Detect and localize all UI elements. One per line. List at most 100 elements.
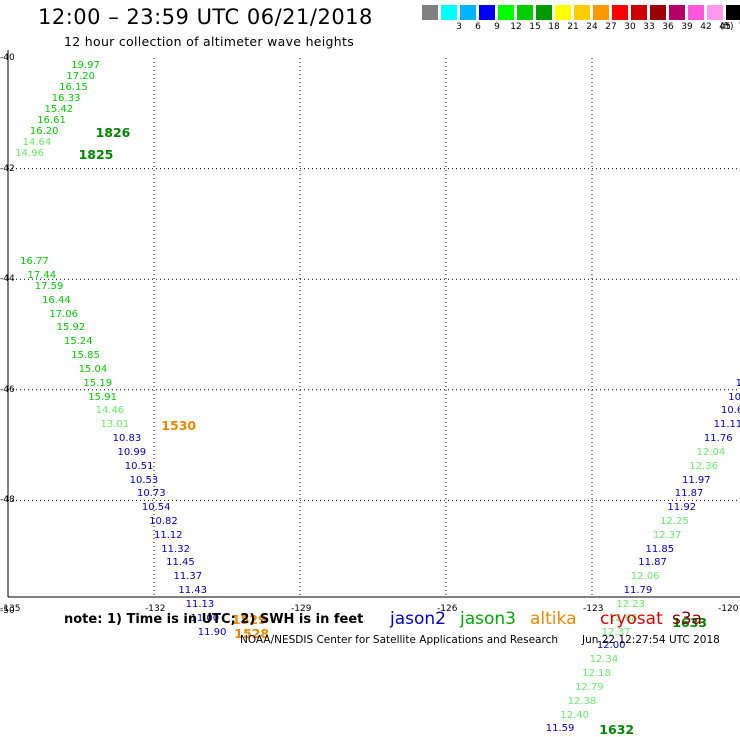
latitude-tick-label: -46: [0, 384, 15, 395]
wave-height-value: 11.11: [713, 419, 740, 431]
pass-time-label: 1528: [234, 625, 270, 641]
wave-height-value: 11.13: [185, 598, 215, 610]
wave-height-value: 11.76: [703, 433, 733, 445]
wave-height-value: 13.01: [100, 419, 130, 431]
wave-height-value: 12.36: [689, 460, 718, 472]
wave-height-value: 10.82: [149, 515, 178, 527]
colorbar-tick-label: 21: [567, 22, 579, 32]
colorbar-tick-label: 3: [456, 22, 462, 32]
wave-height-value: 11.43: [178, 585, 207, 597]
wave-height-value: 11.12: [154, 529, 183, 541]
pass-time-label: 1530: [161, 418, 197, 434]
wave-height-value: 17.44: [27, 269, 57, 281]
wave-height-value: 12.06: [630, 571, 660, 583]
latitude-tick-label: -42: [0, 163, 15, 174]
wave-height-value: 11.37: [173, 571, 203, 583]
longitude-tick-label: -123: [583, 604, 604, 614]
colorbar-swatch: [517, 5, 533, 20]
wave-height-value: 11.59: [545, 723, 575, 735]
colorbar-tick-label: 24: [586, 22, 598, 32]
colorbar-swatch: [650, 5, 666, 20]
map-title: 12:00 – 23:59 UTC 06/21/2018: [38, 5, 373, 29]
colorbar-swatch: [422, 5, 438, 20]
colorbar-tick-label: 70: [734, 22, 740, 32]
wave-height-value: 15.19: [83, 377, 113, 389]
legend-cryosat: cryosat: [600, 609, 663, 629]
wave-height-value: 12.18: [582, 668, 611, 680]
legend-jason2: jason2: [390, 609, 446, 629]
wave-height-value: 12.38: [567, 695, 597, 707]
wave-height-value: 11.79: [623, 585, 653, 597]
wave-height-value: 11.92: [667, 502, 697, 514]
colorbar-swatch: [669, 5, 685, 20]
colorbar-swatch: [688, 5, 704, 20]
wave-height-value: 12.25: [660, 515, 689, 527]
wave-height-value: 10.66: [720, 405, 740, 417]
colorbar-tick-label: 39: [681, 22, 693, 32]
colorbar-tick-label: 12: [510, 22, 522, 32]
map-subtitle: 12 hour collection of altimeter wave hei…: [64, 34, 355, 49]
colorbar-swatch: [574, 5, 590, 20]
wave-height-value: 19.97: [71, 59, 100, 71]
wave-height-value: 17.06: [49, 308, 78, 320]
wave-height-value: 11.85: [645, 543, 675, 555]
timestamp-footer: Jun 22 12:27:54 UTC 2018: [582, 634, 720, 646]
wave-height-value: 12.40: [560, 709, 589, 721]
colorbar-tick-label: 18: [548, 22, 560, 32]
colorbar-swatch: [631, 5, 647, 20]
colorbar-swatch: [498, 5, 514, 20]
map-grid: [7, 50, 740, 598]
wave-height-value: 11.45: [166, 557, 195, 569]
longitude-tick-label: -129: [291, 604, 312, 614]
colorbar-tick-label: 33: [643, 22, 655, 32]
latitude-tick-label: -40: [0, 53, 15, 63]
wave-height-value: 11.87: [674, 488, 704, 500]
colorbar-tick-label: 36: [662, 22, 674, 32]
wave-height-value: 16.20: [29, 126, 59, 138]
wave-height-value: 10.53: [129, 474, 159, 486]
wave-height-value: 12.00: [596, 640, 626, 652]
wave-height-value: 14.46: [95, 405, 125, 417]
colorbar-swatch: [593, 5, 609, 20]
colorbar-swatch: [441, 5, 457, 20]
wave-height-value: 15.42: [44, 104, 74, 115]
colorbar-swatch: [612, 5, 628, 20]
pass-time-label: 1633: [672, 614, 708, 630]
wave-height-value: 16.33: [51, 92, 81, 104]
latitude-tick-label: -50: [0, 606, 15, 616]
colorbar-swatch: [707, 5, 723, 20]
colorbar-swatch: [479, 5, 495, 20]
colorbar-tick-label: 15: [529, 22, 541, 32]
colorbar-swatch: [460, 5, 476, 20]
wave-height-value: 15.85: [71, 350, 100, 362]
colorbar-tick-label: 9: [494, 22, 500, 32]
wave-height-value: 17.20: [66, 70, 96, 82]
colorbar-swatch: [555, 5, 571, 20]
units-note: note: 1) Time is in UTC; 2) SWH is in fe…: [64, 612, 364, 627]
wave-height-value: 12.04: [696, 446, 726, 458]
wave-height-value: 10.99: [117, 446, 147, 458]
latitude-tick-label: -44: [0, 274, 15, 285]
pass-time-label: 1825: [78, 147, 114, 163]
colorbar-tick-label: 27: [605, 22, 617, 32]
colorbar-tick-label: 6: [475, 22, 481, 32]
longitude-tick-label: -135: [0, 604, 21, 614]
colorbar-tick-label: 45: [719, 22, 731, 32]
colorbar-swatch: [726, 5, 740, 20]
wave-height-value: 12.34: [589, 654, 619, 666]
wave-height-value: 17.59: [34, 280, 64, 292]
longitude-tick-label: -132: [145, 604, 166, 614]
wave-height-value: 11.: [735, 377, 740, 389]
wave-height-value: 12.23: [616, 598, 645, 610]
pass-time-label: 1632: [599, 722, 635, 737]
colorbar-swatch: [536, 5, 552, 20]
wave-height-value: 15.92: [56, 322, 86, 334]
legend-altika: altika: [530, 609, 577, 629]
wave-height-value: 15.91: [88, 391, 117, 403]
longitude-tick-label: -120: [718, 604, 739, 614]
wave-height-value: 16.61: [37, 115, 66, 127]
wave-height-value: 11.32: [161, 543, 190, 555]
colorbar-unit: (ft): [720, 22, 734, 32]
credit-footer: NOAA/NESDIS Center for Satellite Applica…: [240, 634, 558, 646]
pass-time-label: 1826: [95, 125, 131, 141]
